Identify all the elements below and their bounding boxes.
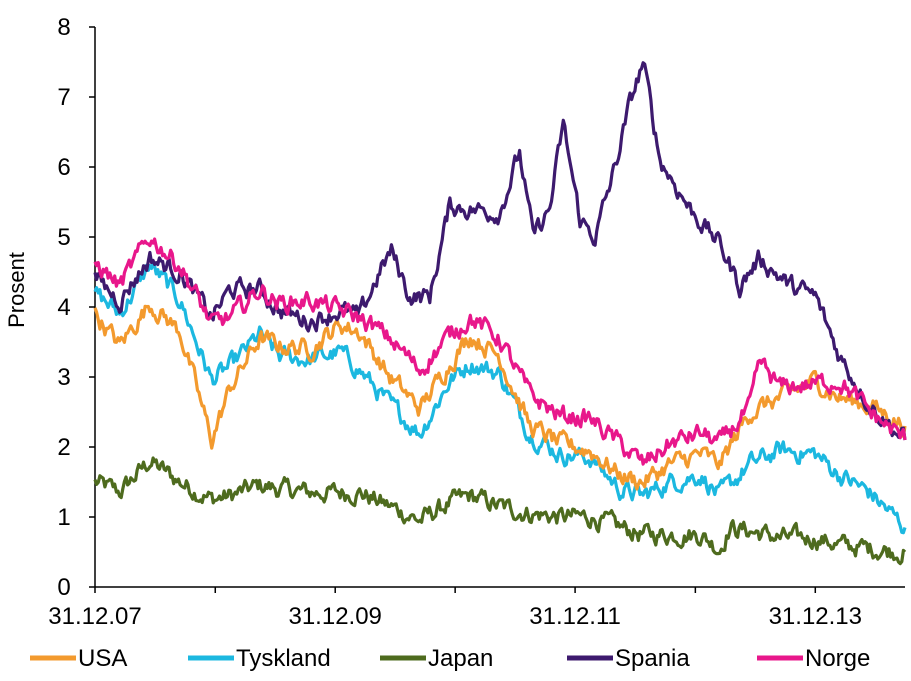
y-tick-label: 0 <box>57 574 70 601</box>
series-line-spania <box>93 61 907 441</box>
x-tick-label: 31.12.09 <box>288 603 381 630</box>
y-tick-label: 3 <box>57 364 70 391</box>
chart-legend: USA Tyskland Japan Spania Norge <box>30 645 870 672</box>
series-line-norge <box>93 237 907 466</box>
y-tick-label: 1 <box>57 504 70 531</box>
legend-label-norge: Norge <box>805 645 870 672</box>
y-tick-label: 5 <box>57 224 70 251</box>
plot-area <box>93 61 907 566</box>
y-tick-label: 4 <box>57 294 70 321</box>
chart-axes: 0 1 2 3 4 5 6 7 8 31.12.07 31.12.09 31.12.11 31.12.1… <box>48 14 905 630</box>
series-line-usa <box>93 304 907 491</box>
legend-label-spania: Spania <box>615 645 690 672</box>
y-tick-label: 8 <box>57 14 70 41</box>
legend-label-japan: Japan <box>428 645 493 672</box>
x-tick-label: 31.12.13 <box>769 603 862 630</box>
y-tick-label: 2 <box>57 434 70 461</box>
x-tick-label: 31.12.07 <box>48 603 141 630</box>
legend-label-tyskland: Tyskland <box>236 645 331 672</box>
legend-label-usa: USA <box>78 645 127 672</box>
x-tick-label: 31.12.11 <box>529 603 621 630</box>
series-line-japan <box>93 456 907 566</box>
y-tick-label: 7 <box>57 84 70 111</box>
y-axis-title: Prosent <box>4 252 29 328</box>
y-tick-label: 6 <box>57 154 70 181</box>
